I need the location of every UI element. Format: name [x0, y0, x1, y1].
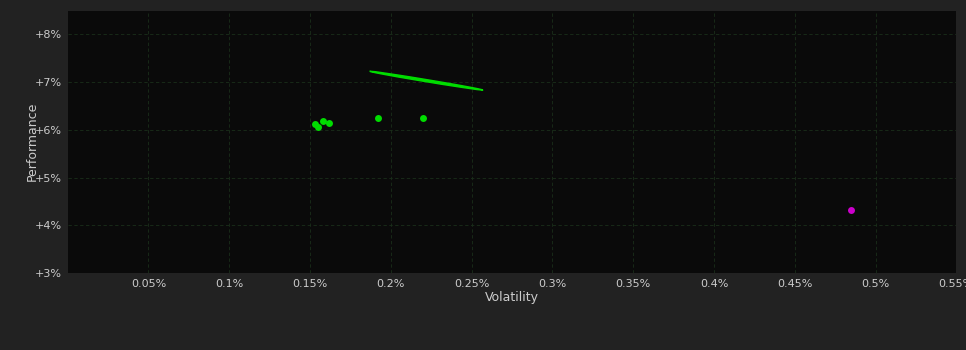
Y-axis label: Performance: Performance — [26, 102, 39, 181]
Point — [370, 116, 385, 121]
Ellipse shape — [370, 71, 483, 90]
Point — [322, 120, 337, 126]
Point — [415, 115, 431, 121]
Point — [315, 118, 330, 124]
X-axis label: Volatility: Volatility — [485, 291, 539, 304]
Point — [843, 207, 859, 213]
Point — [307, 121, 323, 127]
Point — [310, 125, 326, 130]
